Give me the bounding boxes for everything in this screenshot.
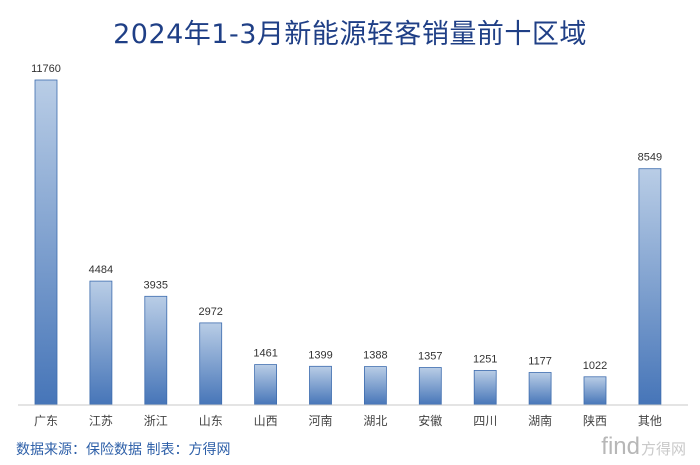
category-label-8: 四川 <box>473 414 497 428</box>
watermark-latin: find <box>601 433 640 460</box>
source-note: 数据来源：保险数据 制表：方得网 <box>16 442 231 458</box>
chart-title: 2024年1-3月新能源轻客销量前十区域 <box>113 19 587 50</box>
value-label-10: 1022 <box>583 360 607 372</box>
value-label-1: 4484 <box>89 264 113 276</box>
value-label-11: 8549 <box>638 152 662 164</box>
bar-6 <box>363 366 387 406</box>
category-label-11: 其他 <box>638 414 662 428</box>
bar-4 <box>254 364 278 406</box>
bar-7 <box>418 367 442 406</box>
bar-0 <box>34 79 58 406</box>
watermark-logo: find 方得网 <box>601 433 686 461</box>
value-label-9: 1177 <box>528 356 552 368</box>
bar-2 <box>144 295 168 406</box>
bar-10 <box>583 376 607 406</box>
value-label-3: 2972 <box>198 306 222 318</box>
category-label-9: 湖南 <box>528 413 552 428</box>
value-label-5: 1399 <box>308 349 332 361</box>
value-label-8: 1251 <box>473 353 497 365</box>
category-label-4: 山西 <box>254 414 278 428</box>
bar-9 <box>528 372 552 406</box>
bar-1 <box>89 280 113 406</box>
bar-11 <box>638 168 662 406</box>
bar-8 <box>473 369 497 406</box>
category-label-2: 浙江 <box>144 414 168 428</box>
bar-3 <box>199 322 223 406</box>
value-label-7: 1357 <box>418 351 442 363</box>
value-label-4: 1461 <box>253 348 277 360</box>
bar-5 <box>309 365 332 406</box>
category-label-7: 安徽 <box>418 413 442 428</box>
watermark-cjk: 方得网 <box>640 440 686 458</box>
value-label-0: 11760 <box>31 63 61 75</box>
value-label-2: 3935 <box>144 279 168 291</box>
category-label-0: 广东 <box>34 414 58 428</box>
value-label-6: 1388 <box>363 350 387 362</box>
category-label-10: 陕西 <box>583 413 607 428</box>
category-label-1: 江苏 <box>89 414 113 428</box>
category-label-6: 湖北 <box>363 413 387 428</box>
category-label-3: 山东 <box>199 414 223 428</box>
category-label-5: 河南 <box>308 413 332 428</box>
